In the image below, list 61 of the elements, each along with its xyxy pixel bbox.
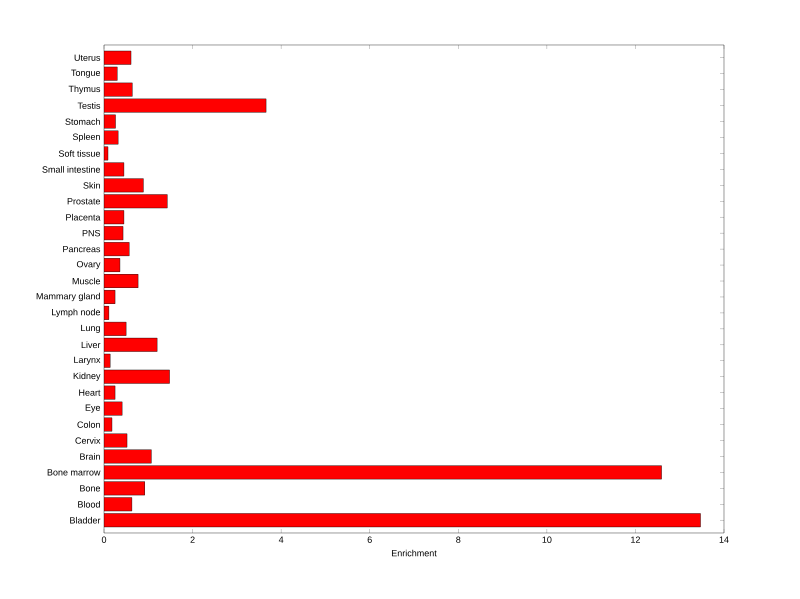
x-tick-label: 12	[631, 536, 640, 543]
y-tick-label: Liver	[82, 341, 100, 348]
y-tick-label: Small intestine	[42, 166, 100, 173]
bar	[104, 274, 138, 288]
bar	[104, 434, 128, 448]
y-tick-label: Placenta	[66, 214, 100, 221]
x-tick-label: 2	[190, 536, 195, 543]
bar	[104, 194, 168, 208]
bar	[104, 130, 118, 144]
x-tick-label: 10	[542, 536, 552, 543]
y-tick-label: Bone	[80, 485, 100, 492]
bar	[104, 162, 124, 176]
y-tick-label: Lung	[81, 324, 100, 333]
bar	[104, 226, 124, 240]
x-axis-title: Enrichment	[392, 550, 437, 556]
bar	[104, 338, 158, 352]
bar	[104, 513, 701, 528]
y-tick-label: Lymph node	[52, 308, 100, 318]
bar	[104, 370, 170, 384]
x-tick-label: 6	[368, 536, 372, 543]
y-tick-label: Prostate	[68, 198, 100, 204]
y-tick-label: Blood	[78, 500, 100, 508]
bar	[104, 481, 145, 496]
bar	[104, 98, 266, 113]
bar	[104, 449, 152, 464]
y-tick-label: Thymus	[68, 85, 100, 94]
y-tick-label: Eye	[86, 404, 100, 413]
y-tick-label: Muscle	[72, 278, 100, 284]
y-tick-label: Pancreas	[63, 246, 100, 252]
y-tick-label: Larynx	[74, 356, 100, 365]
bar	[104, 497, 132, 512]
bar	[104, 258, 120, 272]
y-tick-label: Stomach	[65, 118, 100, 125]
bar	[104, 242, 130, 256]
y-tick-label: Skin	[83, 182, 100, 189]
bar	[104, 178, 144, 192]
y-tick-label: Soft tissue	[58, 150, 100, 157]
y-tick-label: Bladder	[70, 516, 100, 524]
x-tick-label: 0	[102, 536, 106, 543]
y-tick-label: Spleen	[72, 133, 100, 142]
bar	[104, 322, 126, 336]
bar	[104, 82, 133, 97]
bar	[104, 290, 116, 304]
bar	[104, 402, 122, 416]
x-tick-label: 14	[720, 536, 729, 543]
y-tick-label: Cervix	[75, 437, 100, 444]
bar	[104, 386, 116, 400]
y-tick-label: Testis	[78, 102, 100, 109]
y-tick-label: Kidney	[74, 372, 100, 381]
y-tick-label: Colon	[77, 421, 100, 428]
y-tick-label: Ovary	[76, 260, 100, 270]
y-tick-label: Tongue	[71, 70, 100, 78]
y-tick-label: Uterus	[74, 54, 100, 61]
y-tick-label: PNS	[82, 230, 100, 236]
y-tick-label: Brain	[80, 453, 100, 460]
x-tick-label: 4	[278, 536, 284, 543]
y-tick-label: Bone marrow	[48, 469, 100, 476]
bar	[104, 465, 662, 480]
y-tick-label: Heart	[79, 390, 100, 396]
y-tick-label: Mammary gland	[36, 292, 100, 302]
x-tick-label: 8	[456, 536, 460, 543]
